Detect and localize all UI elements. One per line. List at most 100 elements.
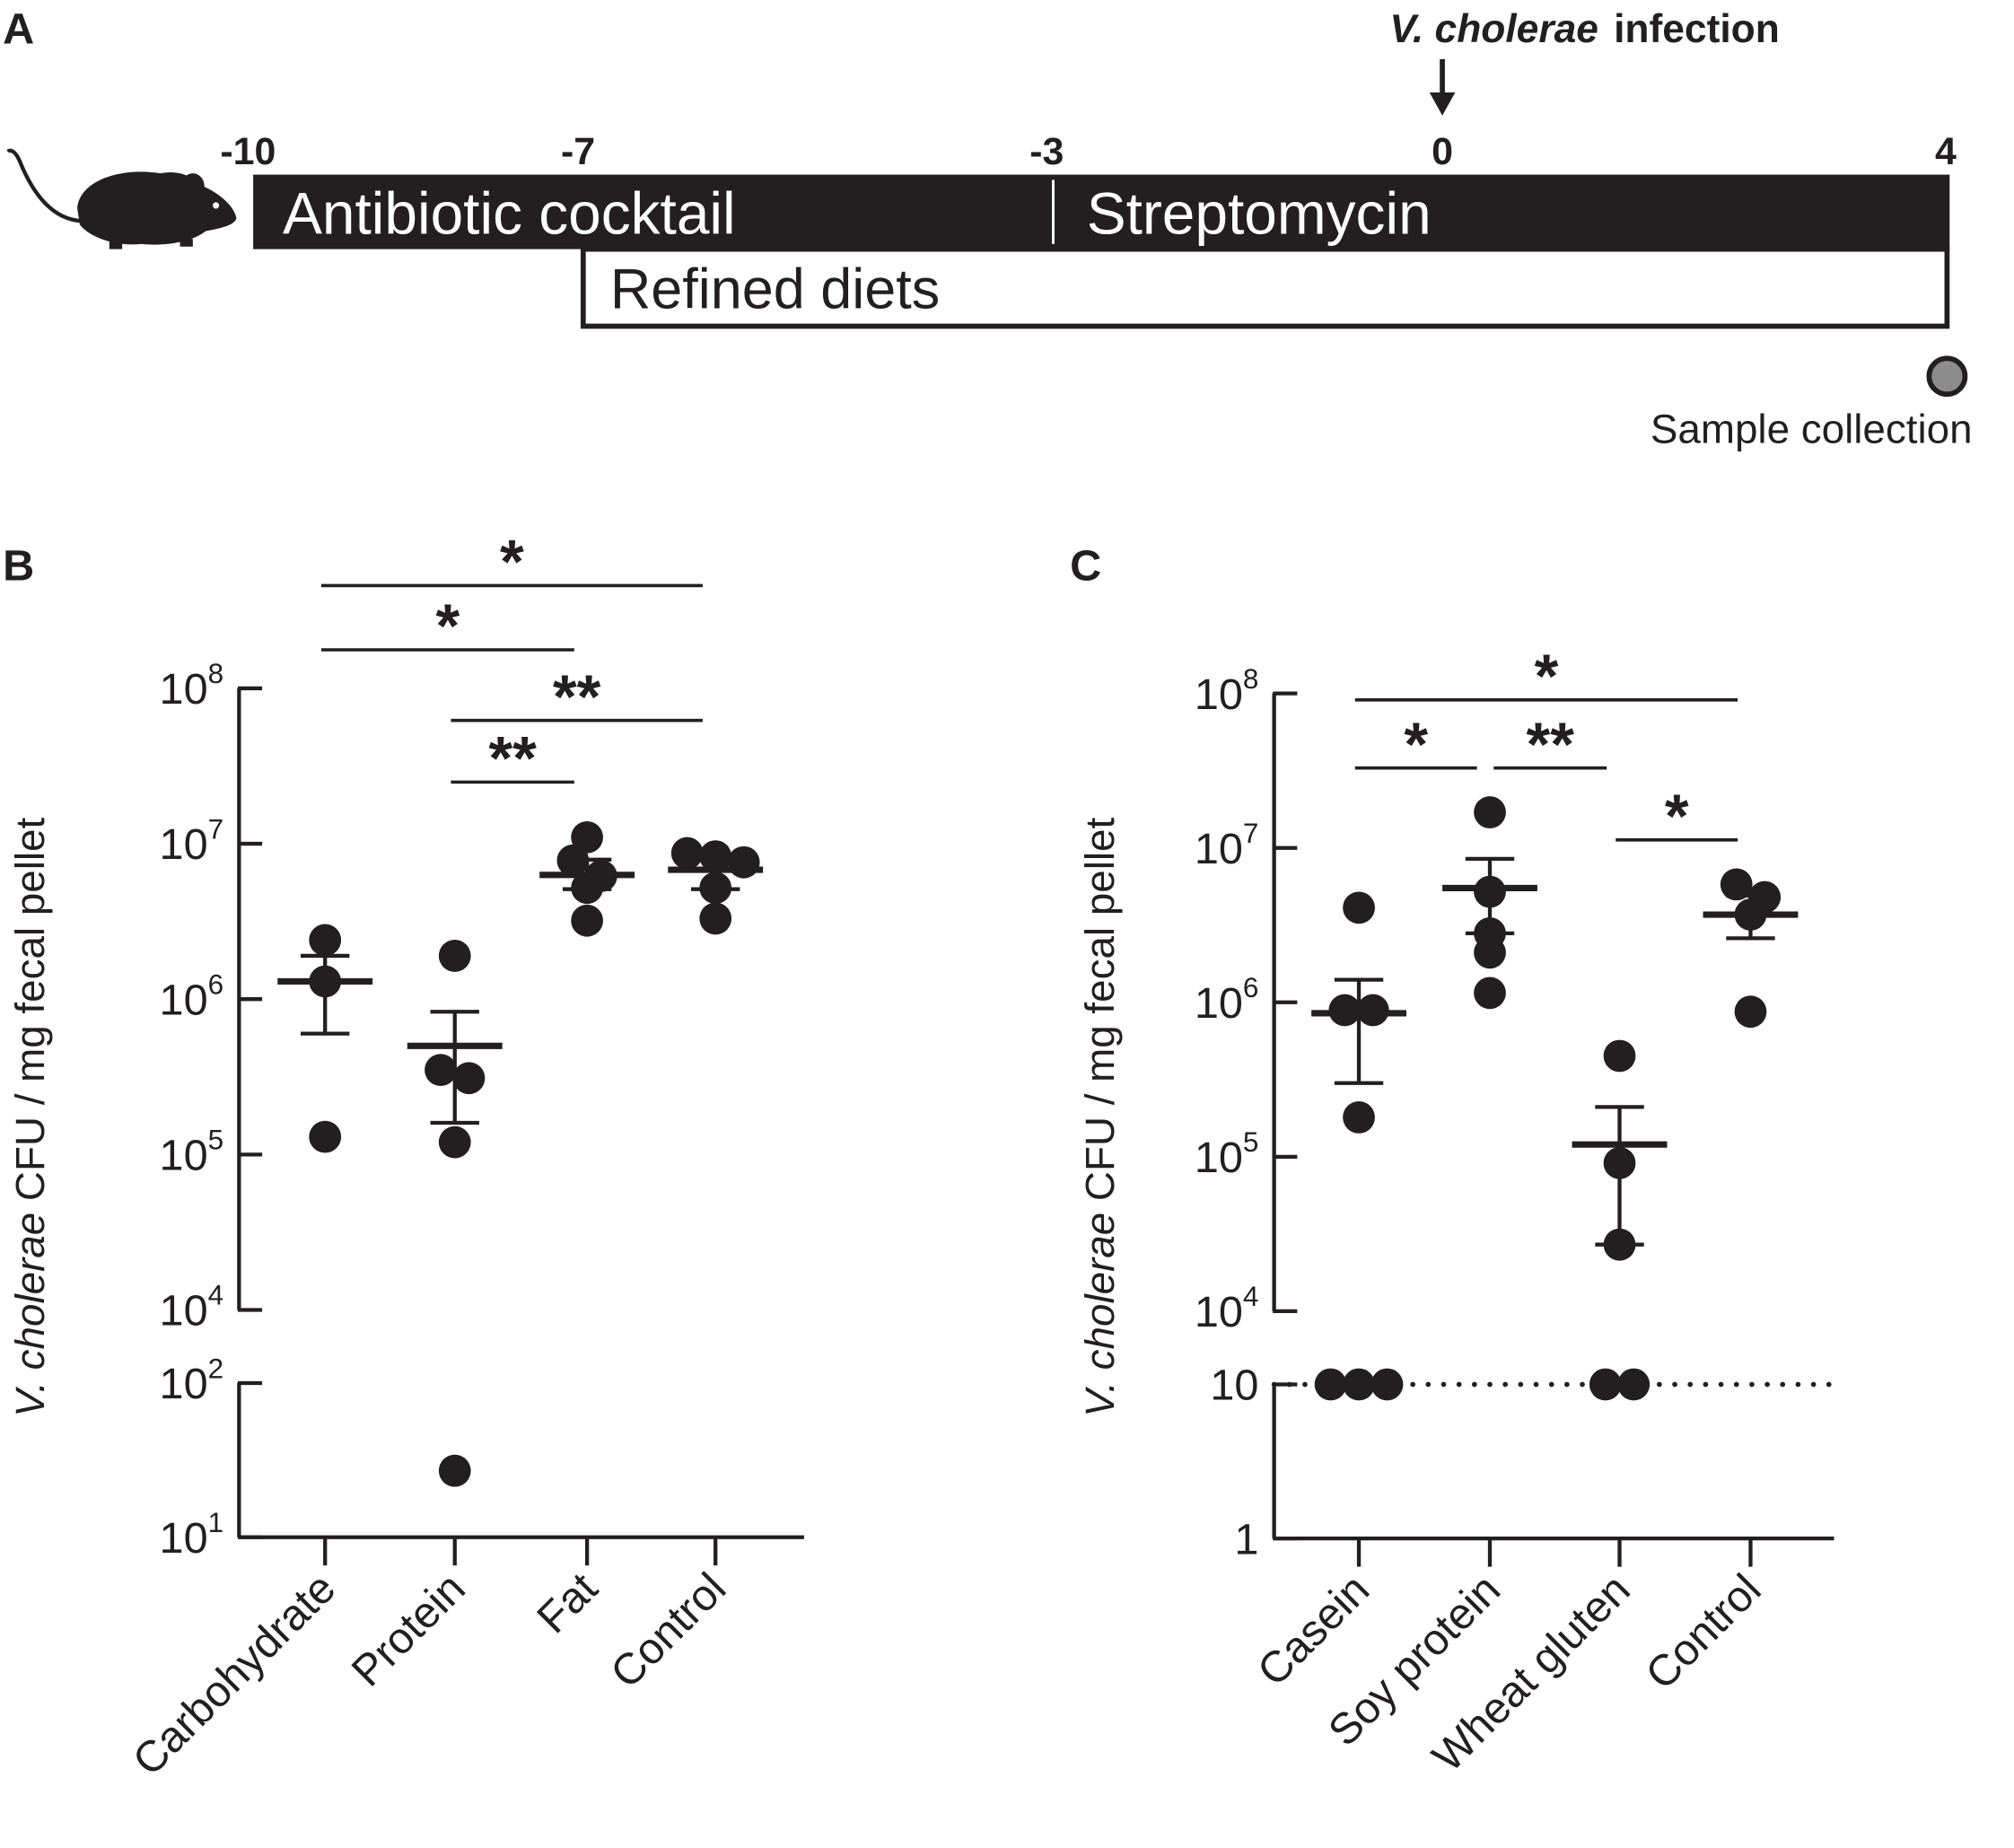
y-tick-base: 10 xyxy=(160,665,208,714)
data-point xyxy=(727,845,760,879)
sample-collection-marker xyxy=(1926,355,1968,398)
data-point xyxy=(1314,1368,1347,1401)
y-tick-base: 10 xyxy=(160,1287,208,1336)
y-tick-label: 107 xyxy=(160,813,224,869)
y-tick-exponent: 7 xyxy=(1243,818,1259,849)
y-tick-label: 106 xyxy=(1195,972,1259,1028)
x-tick-label: Casein xyxy=(1248,1565,1379,1695)
y-tick-exponent: 7 xyxy=(208,813,224,845)
y-tick-label: 102 xyxy=(160,1353,224,1408)
y-tick-label: 105 xyxy=(1195,1126,1259,1182)
data-point xyxy=(670,836,704,870)
y-tick-label: 104 xyxy=(1195,1281,1259,1336)
data-point xyxy=(1370,1368,1404,1401)
panel-a: A V. cholerae infection -10 -7 -3 0 4 Ant… xyxy=(3,5,1972,452)
y-tick-exponent: 8 xyxy=(1243,663,1259,695)
infection-label-rest: infection xyxy=(1614,7,1780,51)
y-axis-label: V. cholerae CFU / mg fecal pellet xyxy=(1077,818,1123,1417)
significance-label: ** xyxy=(1527,710,1575,779)
y-tick-exponent: 6 xyxy=(208,968,224,1000)
y-tick-label: 107 xyxy=(1195,818,1259,873)
significance-label: * xyxy=(1665,782,1689,851)
y-tick-base: 10 xyxy=(1195,670,1243,719)
y-tick-label: 1 xyxy=(1234,1515,1258,1563)
y-tick-base: 10 xyxy=(1195,1288,1243,1336)
data-point xyxy=(1720,868,1753,901)
y-tick-base: 10 xyxy=(160,1514,208,1563)
data-point xyxy=(571,821,603,854)
x-tick-label: Fat xyxy=(528,1563,607,1642)
y-tick-exponent: 1 xyxy=(208,1507,224,1538)
y-axis-label: V. cholerae CFU / mg fecal pellet xyxy=(7,818,53,1417)
significance-label: * xyxy=(435,591,460,661)
data-point xyxy=(1474,977,1506,1010)
y-tick-base: 1 xyxy=(1234,1515,1258,1563)
data-point xyxy=(571,904,603,937)
y-tick-label: 108 xyxy=(160,658,224,714)
diet-bar xyxy=(580,246,1950,329)
y-axis-label-rest: CFU / mg fecal pellet xyxy=(7,818,53,1213)
data-point xyxy=(1589,1368,1622,1401)
antibiotic-label: Antibiotic cocktail xyxy=(283,180,736,246)
significance-label: ** xyxy=(553,662,601,731)
data-point xyxy=(1474,796,1506,828)
data-point xyxy=(1617,1368,1651,1401)
day-label: 4 xyxy=(1935,130,1957,173)
significance-label: * xyxy=(1404,710,1428,779)
y-tick-base: 10 xyxy=(1195,979,1243,1028)
sample-label: Sample collection xyxy=(1651,407,1973,452)
data-point xyxy=(425,1054,457,1087)
data-point xyxy=(309,1120,342,1153)
y-tick-base: 10 xyxy=(1195,825,1243,873)
y-tick-base: 10 xyxy=(1210,1362,1258,1410)
y-axis-label-rest: CFU / mg fecal pellet xyxy=(1077,818,1123,1213)
streptomycin-label: Streptomycin xyxy=(1087,180,1432,246)
y-tick-base: 10 xyxy=(160,976,208,1024)
panel-c-label: C xyxy=(1070,542,1101,591)
y-tick-exponent: 5 xyxy=(208,1125,224,1156)
data-point xyxy=(1343,1101,1375,1134)
significance-label: * xyxy=(500,528,524,597)
significance-label: ** xyxy=(488,724,537,793)
y-tick-label: 108 xyxy=(1195,663,1259,719)
data-point xyxy=(438,940,471,972)
data-point xyxy=(1734,995,1767,1029)
data-point xyxy=(1343,1368,1375,1401)
x-tick-label: Carbohydrate xyxy=(124,1563,346,1785)
y-tick-base: 10 xyxy=(1195,1134,1243,1182)
mouse-icon xyxy=(6,148,237,250)
infection-label: V. cholerae infection xyxy=(1389,7,1779,51)
y-tick-exponent: 4 xyxy=(208,1280,224,1311)
y-axis-label-species: V. cholerae xyxy=(7,1213,53,1417)
data-point xyxy=(438,1125,471,1159)
y-tick-exponent: 8 xyxy=(208,658,224,689)
x-tick-label: Protein xyxy=(343,1563,475,1695)
infection-label-species: V. cholerae xyxy=(1389,7,1598,51)
y-tick-base: 10 xyxy=(160,1132,208,1180)
panel-a-label: A xyxy=(3,5,34,54)
diet-label: Refined diets xyxy=(610,258,940,320)
day-label: -3 xyxy=(1029,130,1064,173)
y-tick-label: 104 xyxy=(160,1280,224,1336)
y-tick-label: 101 xyxy=(160,1507,224,1563)
data-point xyxy=(309,924,342,957)
y-tick-exponent: 4 xyxy=(1243,1281,1259,1312)
day-label: 0 xyxy=(1432,130,1453,173)
data-point xyxy=(438,1454,471,1487)
y-tick-exponent: 5 xyxy=(1243,1126,1259,1158)
treatment-bar xyxy=(253,174,1950,250)
day-label: -7 xyxy=(561,130,595,173)
data-point xyxy=(1603,1039,1636,1073)
y-tick-base: 10 xyxy=(160,1360,208,1408)
data-point xyxy=(699,902,732,935)
data-point xyxy=(452,1062,486,1095)
y-tick-exponent: 6 xyxy=(1243,972,1259,1003)
y-tick-label: 10 xyxy=(1210,1362,1258,1410)
arrow-down-icon xyxy=(1429,58,1456,116)
day-label: -10 xyxy=(220,130,276,173)
x-tick-label: Control xyxy=(1637,1565,1771,1699)
data-point xyxy=(1343,891,1375,924)
